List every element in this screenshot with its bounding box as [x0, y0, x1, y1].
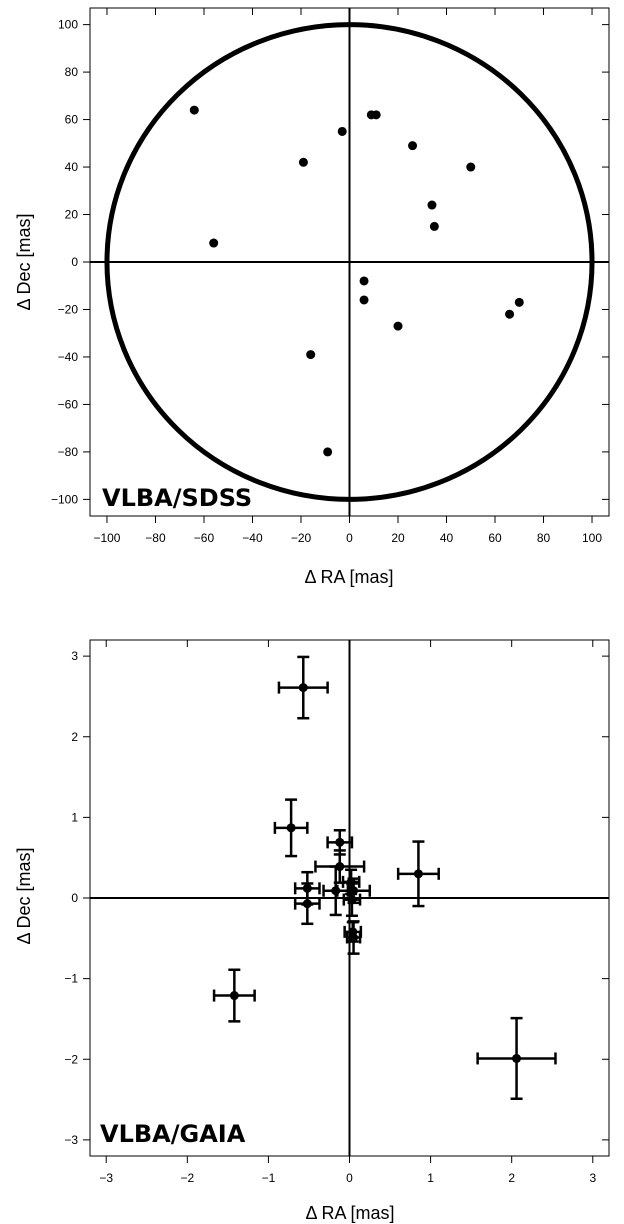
data-point	[413, 869, 423, 879]
data-point	[349, 933, 359, 943]
y-tick-label: 20	[65, 208, 79, 222]
y-tick-label: −100	[51, 492, 78, 506]
x-tick-label: −3	[99, 1171, 113, 1185]
data-point	[427, 200, 437, 210]
y-tick-label: −60	[58, 397, 79, 411]
data-point	[429, 221, 439, 231]
x-axis-title: Δ RA [mas]	[305, 1203, 394, 1223]
y-tick-label: −3	[64, 1133, 78, 1147]
x-tick-label: −2	[180, 1171, 194, 1185]
x-tick-label: −1	[262, 1171, 276, 1185]
data-point	[371, 110, 381, 120]
y-tick-label: 60	[65, 113, 79, 127]
x-tick-label: 40	[440, 531, 454, 545]
x-tick-label: 0	[346, 531, 353, 545]
y-tick-label: 100	[58, 18, 78, 32]
data-point	[306, 350, 316, 360]
data-point	[323, 447, 333, 457]
x-axis-title: Δ RA [mas]	[304, 567, 393, 587]
y-tick-label: 80	[65, 65, 79, 79]
data-point	[466, 162, 476, 172]
x-tick-label: −80	[145, 531, 166, 545]
data-point	[286, 823, 296, 833]
y-tick-label: 1	[71, 810, 78, 824]
y-tick-label: −20	[58, 302, 79, 316]
x-tick-label: −60	[194, 531, 215, 545]
y-tick-label: −40	[58, 350, 79, 364]
data-point	[298, 157, 308, 167]
y-tick-label: −2	[64, 1052, 78, 1066]
y-tick-label: 3	[71, 649, 78, 663]
data-point	[359, 295, 369, 305]
x-tick-label: 2	[508, 1171, 515, 1185]
data-point	[209, 238, 219, 248]
panel-label: VLBA/SDSS	[102, 484, 252, 512]
data-point	[337, 126, 347, 136]
y-tick-label: 0	[71, 891, 78, 905]
panel-label: VLBA/GAIA	[100, 1120, 246, 1148]
x-tick-label: 100	[582, 531, 602, 545]
x-tick-label: −40	[242, 531, 263, 545]
data-point	[302, 899, 312, 909]
x-tick-label: −20	[291, 531, 312, 545]
data-point	[393, 321, 403, 331]
x-tick-label: 3	[589, 1171, 596, 1185]
data-point	[349, 886, 359, 896]
x-tick-label: 0	[346, 1171, 353, 1185]
y-axis-title: Δ Dec [mas]	[14, 847, 34, 944]
x-tick-label: 1	[427, 1171, 434, 1185]
data-point	[514, 297, 524, 307]
x-tick-label: 20	[391, 531, 405, 545]
x-tick-label: 60	[488, 531, 502, 545]
x-tick-label: −100	[93, 531, 120, 545]
y-tick-label: 2	[71, 730, 78, 744]
data-point	[229, 991, 239, 1001]
data-point	[189, 105, 199, 115]
y-axis-title: Δ Dec [mas]	[14, 213, 34, 310]
panel-vlba-gaia: −3 −2 −1 0 1 2 3 −3 −2 −1 0 1 2 3 VLBA/GAIA Δ RA [mas…	[14, 639, 610, 1223]
data-point	[347, 895, 357, 905]
data-point	[359, 276, 369, 286]
data-point	[505, 309, 515, 319]
y-tick-label: 0	[71, 255, 78, 269]
x-tick-label: 80	[537, 531, 551, 545]
y-tick-label: 40	[65, 160, 79, 174]
data-point	[298, 683, 308, 693]
y-tick-label: −1	[64, 972, 78, 986]
data-point	[335, 837, 345, 847]
panel-vlba-sdss: −100 −80 −60 −40 −20 0 20 40 60 80 100 −100 −80 −60 −4…	[14, 7, 610, 587]
y-tick-label: −80	[58, 445, 79, 459]
data-point	[512, 1053, 522, 1063]
data-point	[408, 141, 418, 151]
reference-circle	[104, 22, 595, 502]
